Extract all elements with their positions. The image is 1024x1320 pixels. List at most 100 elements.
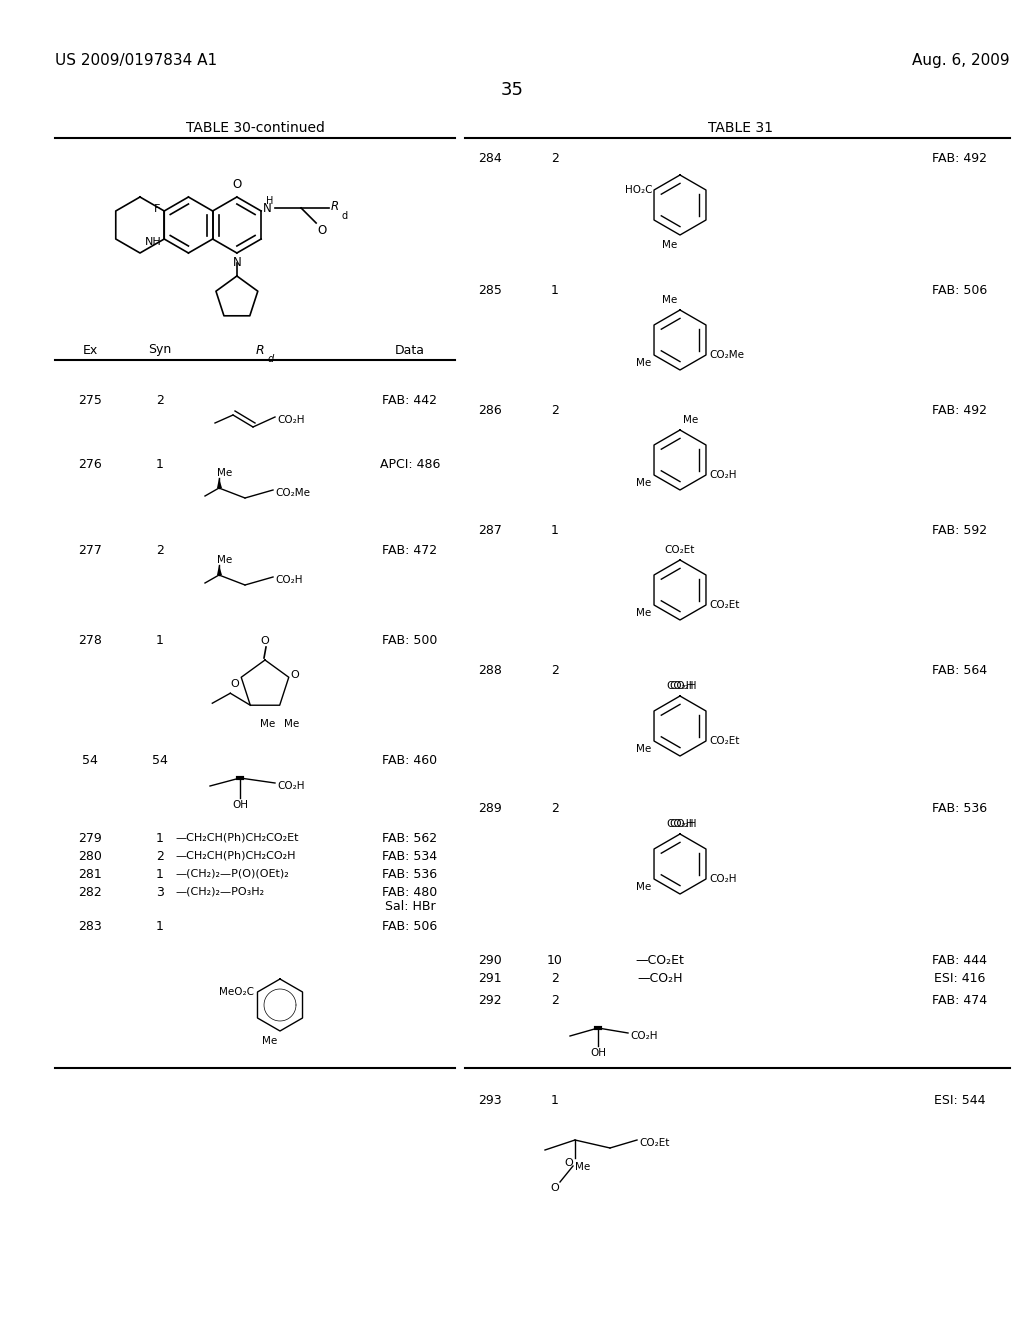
Text: FAB: 480: FAB: 480	[382, 886, 437, 899]
Text: Me: Me	[662, 240, 677, 249]
Text: 3: 3	[156, 886, 164, 899]
Text: 288: 288	[478, 664, 502, 676]
Text: 277: 277	[78, 544, 102, 557]
Text: 1: 1	[551, 1093, 559, 1106]
Text: d: d	[341, 211, 347, 220]
Text: 275: 275	[78, 393, 102, 407]
Text: 1: 1	[156, 832, 164, 845]
Text: FAB: 536: FAB: 536	[933, 801, 987, 814]
Text: Me: Me	[636, 744, 651, 754]
Text: 1: 1	[156, 458, 164, 471]
Text: O: O	[261, 636, 269, 645]
Text: FAB: 562: FAB: 562	[382, 832, 437, 845]
Text: 278: 278	[78, 634, 102, 647]
Text: CO₂H: CO₂H	[709, 874, 736, 884]
Text: 1: 1	[156, 867, 164, 880]
Polygon shape	[217, 478, 222, 488]
Text: 1: 1	[551, 524, 559, 536]
Text: Me: Me	[662, 294, 677, 305]
Text: 292: 292	[478, 994, 502, 1006]
Text: 54: 54	[152, 754, 168, 767]
Text: O: O	[550, 1183, 559, 1193]
Text: FAB: 444: FAB: 444	[933, 953, 987, 966]
Text: 284: 284	[478, 152, 502, 165]
Text: Me: Me	[217, 554, 232, 565]
Text: —(CH₂)₂—P(O)(OEt)₂: —(CH₂)₂—P(O)(OEt)₂	[175, 869, 289, 879]
Text: MeO₂C: MeO₂C	[219, 987, 255, 997]
Text: 280: 280	[78, 850, 102, 862]
Text: O: O	[232, 178, 242, 191]
Text: FAB: 506: FAB: 506	[933, 284, 987, 297]
Text: CO₂H: CO₂H	[278, 781, 304, 791]
Text: FAB: 506: FAB: 506	[382, 920, 437, 932]
Text: US 2009/0197834 A1: US 2009/0197834 A1	[55, 53, 217, 67]
Text: FAB: 564: FAB: 564	[933, 664, 987, 676]
Text: 35: 35	[501, 81, 523, 99]
Text: O: O	[291, 671, 300, 680]
Text: N: N	[232, 256, 242, 269]
Text: CO₂H: CO₂H	[275, 576, 302, 585]
Text: FAB: 472: FAB: 472	[382, 544, 437, 557]
Text: 1: 1	[156, 920, 164, 932]
Text: FAB: 536: FAB: 536	[382, 867, 437, 880]
Text: Data: Data	[395, 343, 425, 356]
Text: 291: 291	[478, 972, 502, 985]
Text: 1: 1	[156, 634, 164, 647]
Text: ESI: 416: ESI: 416	[934, 972, 986, 985]
Text: O: O	[564, 1158, 573, 1168]
Text: CO₂H: CO₂H	[278, 414, 304, 425]
Text: TABLE 31: TABLE 31	[708, 121, 772, 135]
Text: —CO₂Et: —CO₂Et	[636, 953, 684, 966]
Text: Ex: Ex	[82, 343, 97, 356]
Text: O: O	[317, 224, 327, 238]
Text: FAB: 534: FAB: 534	[382, 850, 437, 862]
Text: 1: 1	[551, 284, 559, 297]
Text: CO₂H: CO₂H	[709, 470, 736, 480]
Text: 2: 2	[551, 664, 559, 676]
Text: 281: 281	[78, 867, 101, 880]
Text: FAB: 500: FAB: 500	[382, 634, 437, 647]
Text: R: R	[256, 343, 264, 356]
Text: 289: 289	[478, 801, 502, 814]
Text: R: R	[331, 199, 339, 213]
Text: F: F	[154, 205, 160, 214]
Text: —(CH₂)₂—PO₃H₂: —(CH₂)₂—PO₃H₂	[175, 887, 264, 898]
Text: FAB: 442: FAB: 442	[383, 393, 437, 407]
Text: Me: Me	[683, 414, 698, 425]
Text: FAB: 492: FAB: 492	[933, 152, 987, 165]
Text: CO₂H: CO₂H	[667, 818, 693, 829]
Text: Me: Me	[284, 719, 299, 729]
Text: 2: 2	[551, 972, 559, 985]
Text: 2: 2	[551, 152, 559, 165]
Text: 2: 2	[551, 801, 559, 814]
Text: 287: 287	[478, 524, 502, 536]
Text: H: H	[266, 195, 273, 206]
Text: ESI: 544: ESI: 544	[934, 1093, 986, 1106]
Text: 10: 10	[547, 953, 563, 966]
Text: 2: 2	[551, 404, 559, 417]
Text: 276: 276	[78, 458, 101, 471]
Text: Me: Me	[575, 1162, 590, 1172]
Text: 2: 2	[551, 994, 559, 1006]
Text: 2: 2	[156, 393, 164, 407]
Text: CO₂H: CO₂H	[670, 818, 696, 829]
Text: 293: 293	[478, 1093, 502, 1106]
Text: CO₂Et: CO₂Et	[639, 1138, 670, 1148]
Text: OH: OH	[590, 1048, 606, 1059]
Text: FAB: 492: FAB: 492	[933, 404, 987, 417]
Text: 282: 282	[78, 886, 101, 899]
Text: O: O	[230, 680, 240, 689]
Text: FAB: 592: FAB: 592	[933, 524, 987, 536]
Text: FAB: 474: FAB: 474	[933, 994, 987, 1006]
Text: Me: Me	[636, 882, 651, 892]
Text: 290: 290	[478, 953, 502, 966]
Text: Me: Me	[260, 719, 275, 729]
Text: —CH₂CH(Ph)CH₂CO₂Et: —CH₂CH(Ph)CH₂CO₂Et	[175, 833, 299, 843]
Text: Aug. 6, 2009: Aug. 6, 2009	[912, 53, 1010, 67]
Text: CO₂Et: CO₂Et	[709, 737, 739, 746]
Text: Me: Me	[636, 609, 651, 618]
Text: Me: Me	[262, 1036, 278, 1045]
Text: FAB: 460: FAB: 460	[382, 754, 437, 767]
Text: TABLE 30-continued: TABLE 30-continued	[185, 121, 325, 135]
Text: N: N	[263, 202, 272, 214]
